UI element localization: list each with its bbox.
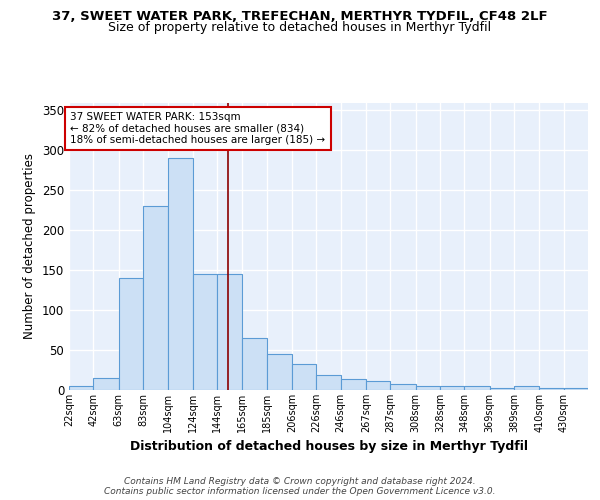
Bar	[391, 384, 416, 390]
Bar	[169, 158, 193, 390]
Bar	[143, 206, 169, 390]
Bar	[69, 386, 93, 390]
Bar	[490, 388, 514, 390]
Bar	[93, 378, 119, 390]
Bar	[242, 338, 266, 390]
Bar	[217, 274, 242, 390]
Bar	[514, 386, 539, 390]
Bar	[416, 386, 440, 390]
Text: 37 SWEET WATER PARK: 153sqm
← 82% of detached houses are smaller (834)
18% of se: 37 SWEET WATER PARK: 153sqm ← 82% of det…	[70, 112, 325, 146]
Bar	[539, 388, 564, 390]
Bar	[564, 388, 588, 390]
X-axis label: Distribution of detached houses by size in Merthyr Tydfil: Distribution of detached houses by size …	[130, 440, 527, 454]
Bar	[440, 386, 464, 390]
Bar	[316, 375, 341, 390]
Bar	[366, 381, 391, 390]
Text: Contains HM Land Registry data © Crown copyright and database right 2024.
Contai: Contains HM Land Registry data © Crown c…	[104, 476, 496, 496]
Text: 37, SWEET WATER PARK, TREFECHAN, MERTHYR TYDFIL, CF48 2LF: 37, SWEET WATER PARK, TREFECHAN, MERTHYR…	[52, 10, 548, 23]
Bar	[341, 379, 366, 390]
Bar	[119, 278, 143, 390]
Bar	[464, 386, 490, 390]
Text: Size of property relative to detached houses in Merthyr Tydfil: Size of property relative to detached ho…	[109, 21, 491, 34]
Bar	[193, 274, 217, 390]
Bar	[266, 354, 292, 390]
Y-axis label: Number of detached properties: Number of detached properties	[23, 153, 37, 340]
Bar	[292, 364, 316, 390]
